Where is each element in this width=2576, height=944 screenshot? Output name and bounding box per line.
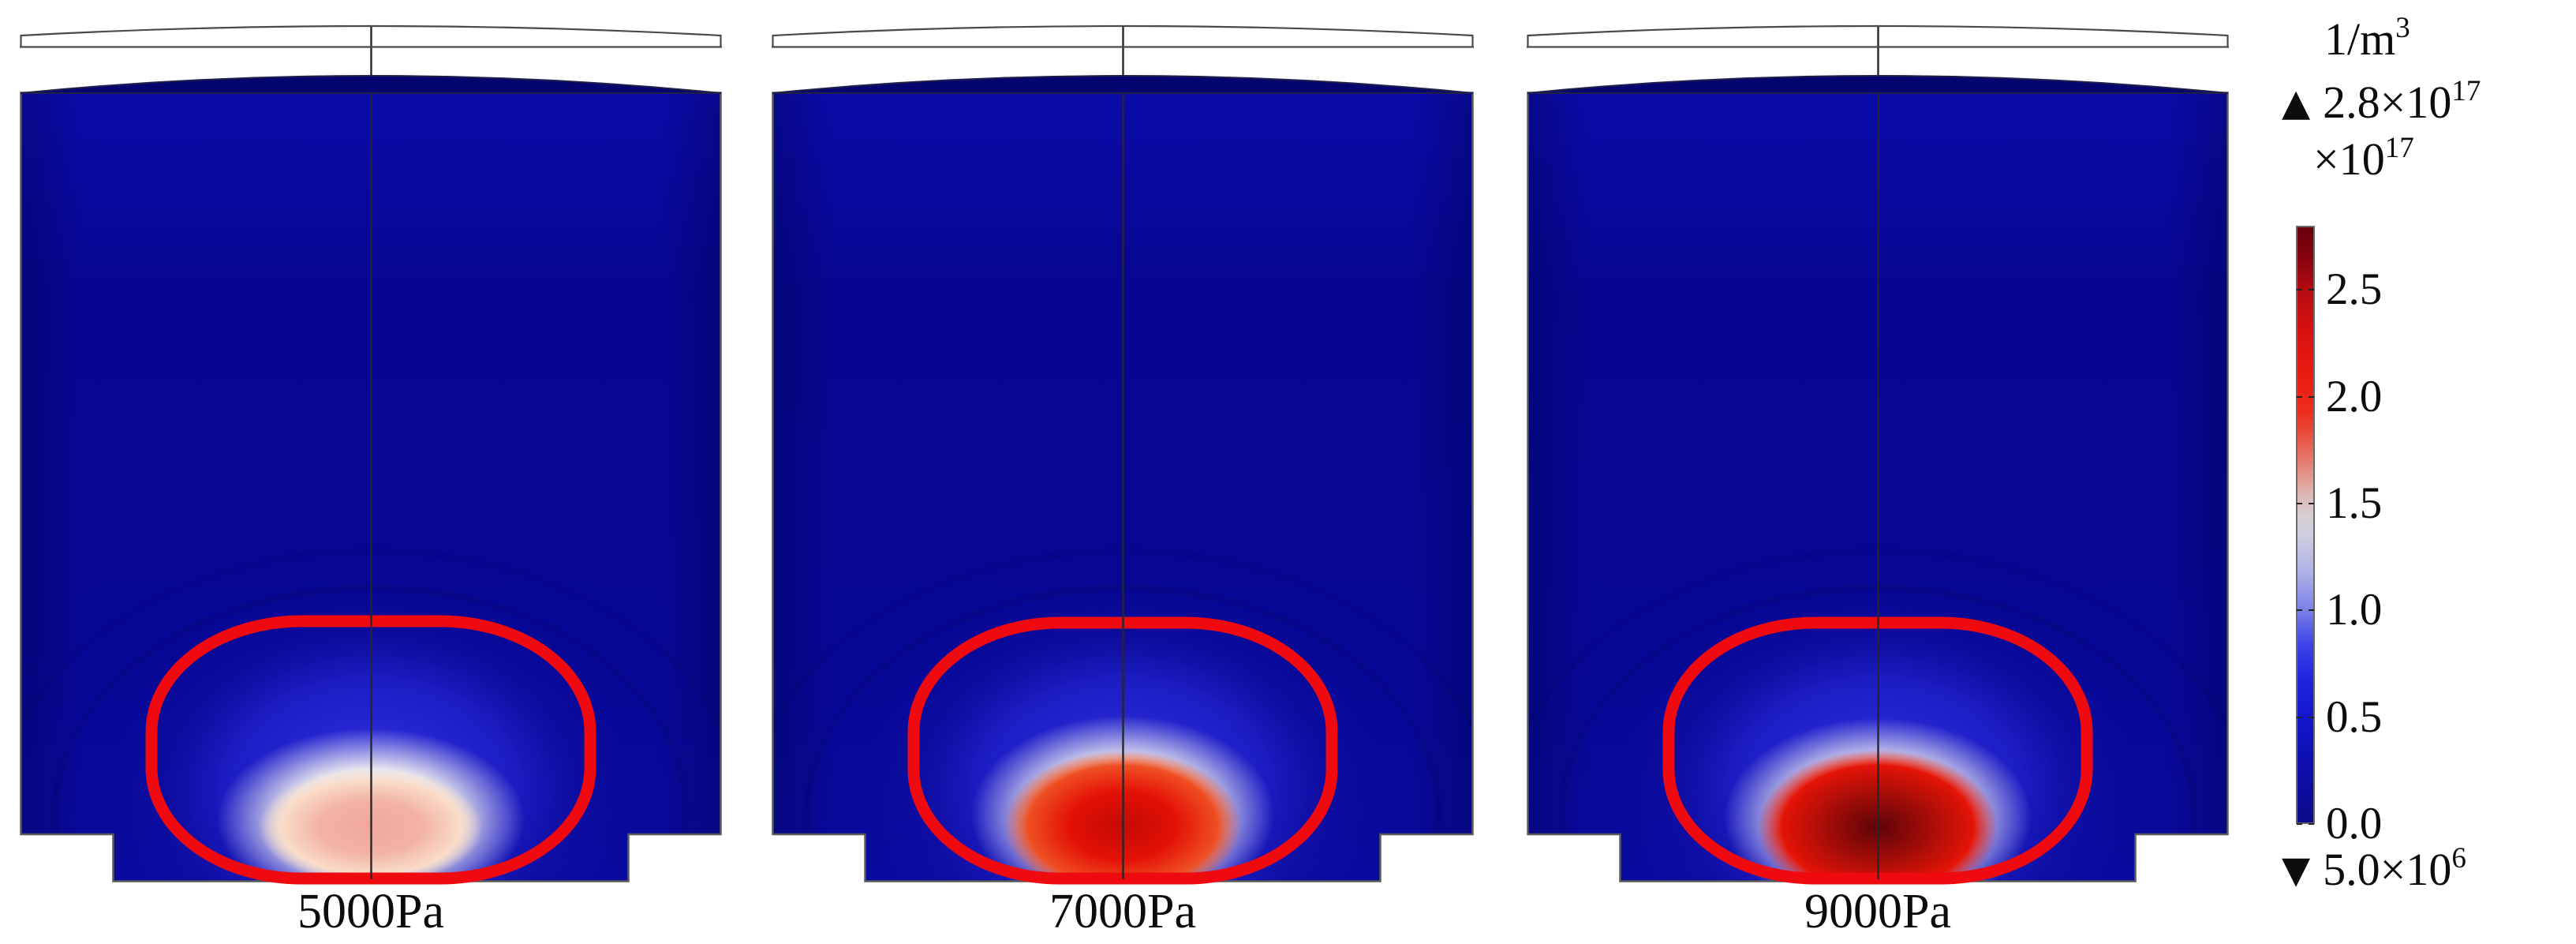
vessel-heatmap-9000pa	[1527, 24, 2229, 885]
panel-5000pa: 5000Pa	[20, 0, 722, 944]
vessel-outline	[772, 92, 1474, 882]
vessel-outline	[20, 92, 722, 882]
pressure-label: 7000Pa	[1049, 885, 1196, 938]
colorbar-scale-factor: ×1017	[2313, 132, 2414, 185]
gas-dome	[20, 75, 722, 94]
gas-dome	[1527, 75, 2229, 94]
vessel-heatmap-7000pa	[772, 24, 1474, 885]
vessel-outline	[1527, 92, 2229, 882]
panel-7000pa: 7000Pa	[772, 0, 1474, 944]
panel-9000pa: 9000Pa	[1527, 0, 2229, 944]
gas-dome	[772, 75, 1474, 94]
tick-mark	[2297, 717, 2302, 718]
lid-arc	[1527, 24, 2229, 47]
tick-mark	[2297, 396, 2302, 398]
tick-mark	[2297, 823, 2302, 825]
tick-mark	[2297, 289, 2302, 290]
lid-arc	[772, 24, 1474, 47]
tick-mark	[2309, 289, 2314, 290]
vessel-heatmap-5000pa	[20, 24, 722, 885]
colorbar-max-value: ▲ 2.8×1017	[2282, 75, 2481, 128]
tick-mark	[2309, 717, 2314, 718]
tick-mark	[2309, 823, 2314, 825]
tick-mark	[2309, 503, 2314, 504]
tick-mark	[2297, 503, 2302, 504]
lid-arc	[20, 24, 722, 47]
max-triangle-icon: ▲	[2282, 81, 2311, 125]
pressure-label: 9000Pa	[1804, 885, 1951, 938]
tick-mark	[2309, 396, 2314, 398]
tick-mark	[2309, 609, 2314, 611]
min-triangle-icon: ▼	[2282, 848, 2311, 892]
colorbar-gradient	[2296, 226, 2315, 824]
colorbar-min-value: ▼ 5.0×106	[2282, 842, 2466, 895]
tick-mark	[2297, 609, 2302, 611]
pressure-label: 5000Pa	[297, 885, 444, 938]
colorbar-unit: 1/m3	[2324, 12, 2410, 65]
